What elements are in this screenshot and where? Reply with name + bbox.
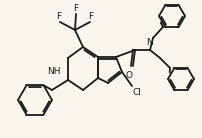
Text: F: F <box>73 4 78 13</box>
Text: Cl: Cl <box>132 88 141 97</box>
Text: F: F <box>88 12 93 21</box>
Text: N: N <box>146 38 153 47</box>
Text: O: O <box>125 71 132 80</box>
Text: NH: NH <box>47 67 61 75</box>
Text: F: F <box>56 12 61 21</box>
